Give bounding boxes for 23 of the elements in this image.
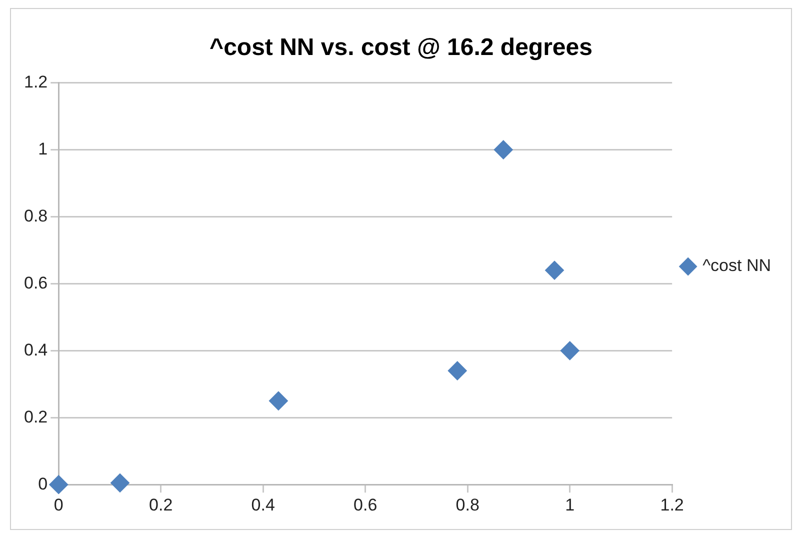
y-tick-label: 0.8 [24,206,48,226]
x-tick-label: 0.8 [456,495,480,514]
x-tick-label: 1 [565,495,575,514]
x-tick-label: 0.6 [354,495,378,514]
chart-title: ^cost NN vs. cost @ 16.2 degrees [210,34,592,62]
y-tick-label: 0.6 [24,273,48,292]
point [544,260,564,280]
y-tick-label: 0 [38,474,48,494]
y-tick-label: 1.2 [24,72,48,92]
point [268,391,288,410]
y-tick-label: 1 [38,139,48,158]
x-tick-label: 1.2 [660,495,684,514]
x-tick-label: 0.4 [251,495,275,514]
point [448,361,467,380]
point [494,140,513,160]
x-tick-label: 0 [54,495,64,514]
point [110,473,130,492]
legend-label: ^cost NN [702,256,772,276]
point [560,341,580,360]
point [49,475,68,494]
y-tick-label: 0.4 [24,340,48,360]
y-tick-label: 0.2 [24,407,48,426]
x-tick-label: 0.2 [149,495,173,514]
